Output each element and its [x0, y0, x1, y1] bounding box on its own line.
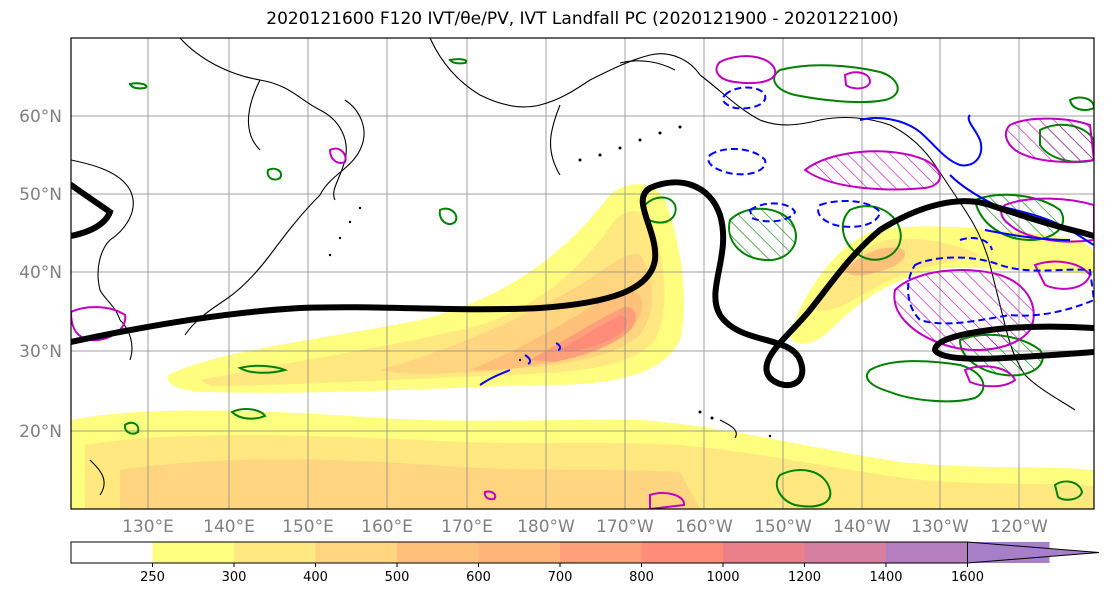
lon-label: 130°E [122, 517, 174, 537]
lon-label: 140°W [833, 517, 891, 537]
colorbar-tick-label: 1200 [788, 570, 821, 585]
colorbar-tick-label: 400 [303, 570, 328, 585]
colorbar-tick-label: 250 [140, 570, 165, 585]
lat-label: 60°N [19, 107, 62, 127]
lon-label: 130°W [911, 517, 969, 537]
ivt-shading-subtropical [71, 410, 1094, 509]
aleutian-islands [328, 125, 772, 438]
lon-label: 170°E [441, 517, 493, 537]
latitude-labels: 60°N 50°N 40°N 30°N 20°N [19, 107, 62, 442]
colorbar-segment [71, 542, 153, 563]
colorbar-segment [315, 542, 398, 563]
colorbar-segment [560, 542, 642, 563]
colorbar: 250 300 400 500 600 700 800 1000 1200 1400 1600 [70, 541, 1100, 585]
colorbar-tick-label: 700 [548, 570, 573, 585]
colorbar-tick-label: 1600 [951, 570, 984, 585]
colorbar-tick-label: 1000 [706, 570, 739, 585]
blue-contours [479, 114, 1094, 386]
lon-label: 150°W [754, 517, 812, 537]
lon-label: 170°W [596, 517, 654, 537]
colorbar-outline [70, 541, 968, 564]
graticule [71, 38, 1094, 509]
lat-label: 50°N [19, 185, 62, 205]
colorbar-tick-label: 600 [466, 570, 491, 585]
ivt-shading-atmospheric-river [167, 184, 685, 393]
lat-label: 30°N [19, 342, 62, 362]
lat-label: 40°N [19, 263, 62, 283]
lon-label: 120°W [990, 517, 1048, 537]
lat-label: 20°N [19, 422, 62, 442]
colorbar-tick-label: 500 [385, 570, 410, 585]
lon-label: 180°W [517, 517, 575, 537]
colorbar-segment [886, 542, 968, 563]
lon-label: 160°E [361, 517, 413, 537]
map-title: 2020121600 F120 IVT/θe/PV, IVT Landfall … [266, 9, 899, 29]
lon-label: 160°W [675, 517, 733, 537]
colorbar-segment [641, 542, 724, 563]
lon-label: 140°E [203, 517, 255, 537]
theta-e-contours [71, 179, 1094, 389]
colorbar-tick-label: 1400 [869, 570, 902, 585]
lon-label: 150°E [282, 517, 334, 537]
colorbar-segment [804, 542, 887, 563]
colorbar-tick-label: 800 [629, 570, 654, 585]
map-frame [70, 37, 1095, 510]
colorbar-segment [234, 542, 316, 563]
colorbar-segment [723, 542, 805, 563]
colorbar-segment [478, 542, 561, 563]
blue-contours-dashed [707, 86, 1094, 325]
colorbar-segment [152, 542, 235, 563]
longitude-labels: 130°E 140°E 150°E 160°E 170°E 180°W 170°… [122, 517, 1048, 537]
colorbar-segment [397, 542, 479, 563]
colorbar-tick-label: 300 [222, 570, 247, 585]
